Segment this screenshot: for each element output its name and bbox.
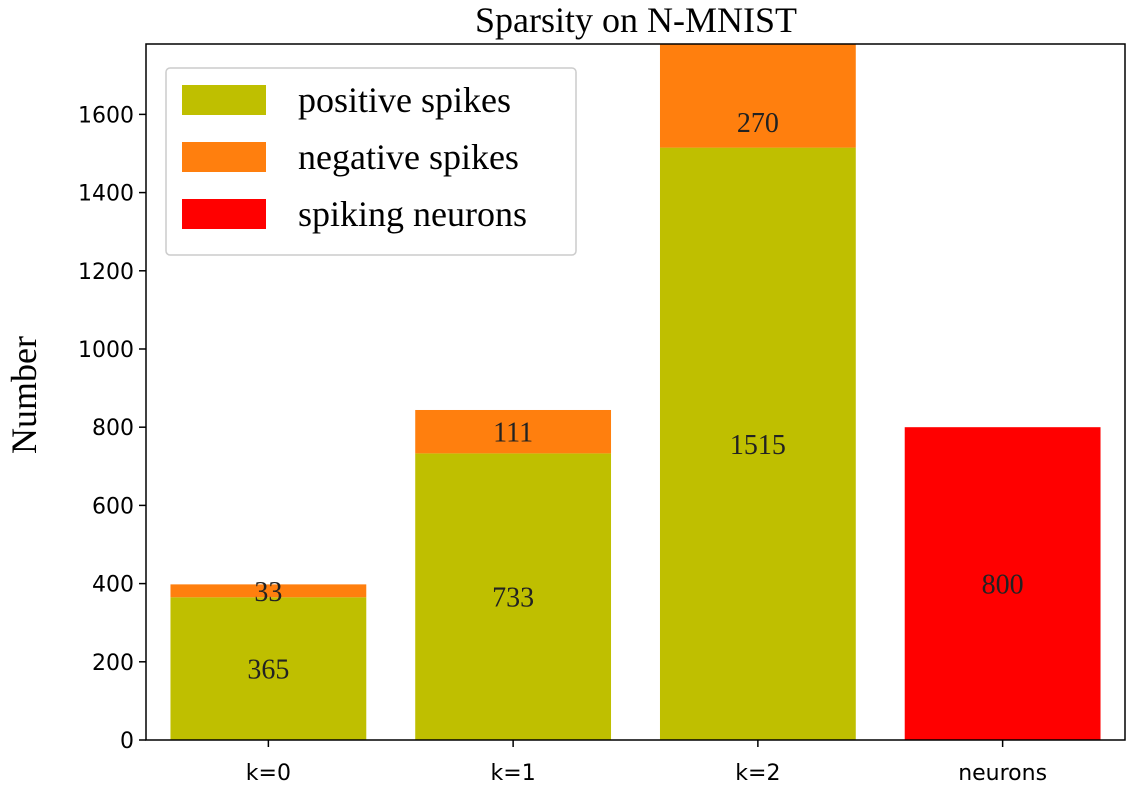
y-tick-label: 1600 [78, 103, 134, 128]
y-tick-label: 800 [92, 416, 134, 441]
legend: positive spikes negative spikes spiking ne… [165, 67, 577, 256]
bar-k1-series0 [415, 453, 612, 740]
x-tick-label: neurons [958, 761, 1047, 786]
bar-value-label: 800 [982, 570, 1024, 601]
x-tick-label: k=2 [735, 761, 780, 786]
bar-value-label: 111 [493, 418, 533, 449]
bar-value-label: 1515 [730, 430, 786, 461]
bar-k2-series1 [659, 44, 856, 148]
y-tick-label: 200 [92, 651, 134, 676]
y-tick-label: 400 [92, 573, 134, 598]
legend-swatch [182, 85, 266, 115]
legend-label: spiking neurons [298, 194, 527, 234]
y-tick-label: 1200 [78, 260, 134, 285]
chart-title: Sparsity on N-MNIST [475, 0, 797, 40]
bars-group [170, 44, 1101, 740]
legend-label: negative spikes [298, 137, 519, 177]
x-tick-label: k=0 [246, 761, 291, 786]
y-tick-label: 1400 [78, 182, 134, 207]
legend-label: positive spikes [298, 80, 511, 120]
bar-k0-series1 [170, 584, 367, 598]
bar-k0-series0 [170, 597, 367, 740]
bar-neurons-series2 [904, 427, 1101, 740]
plot-frame [145, 43, 1126, 741]
axes-group: k=0 k=1 k=2 neurons 0 200 400 600 800 1000 1200 140… [78, 43, 1126, 786]
y-axis-label: Number [4, 336, 44, 454]
bar-value-label: 33 [254, 577, 282, 608]
bar-value-label: 365 [247, 655, 289, 686]
bar-value-label: 270 [737, 108, 779, 139]
x-tick-label: k=1 [491, 761, 536, 786]
y-tick-label: 600 [92, 494, 134, 519]
legend-swatch [182, 199, 266, 229]
y-tick-label: 1000 [78, 338, 134, 363]
y-tick-label: 0 [120, 729, 134, 754]
legend-box [165, 67, 577, 256]
bar-value-label: 733 [492, 583, 534, 614]
bar-k2-series0 [659, 147, 856, 740]
legend-swatch [182, 142, 266, 172]
bar-k1-series1 [415, 409, 612, 454]
